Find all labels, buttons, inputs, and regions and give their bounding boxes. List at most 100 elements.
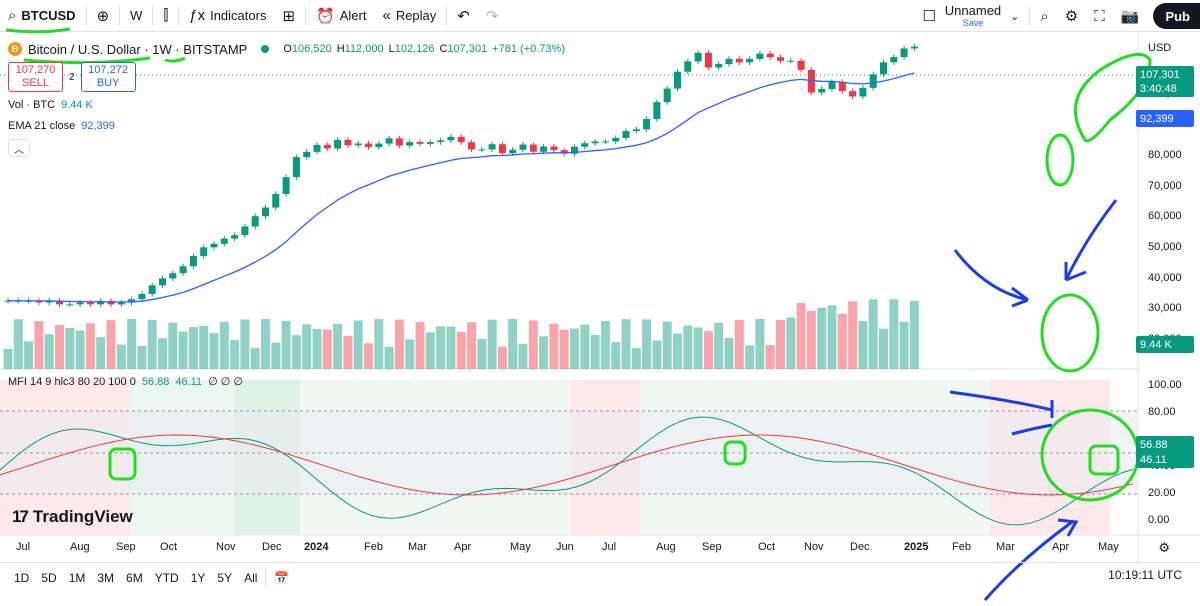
candle-body: [437, 140, 445, 143]
goto-date-button[interactable]: 📅: [268, 563, 295, 593]
range-button-all[interactable]: All: [244, 570, 258, 585]
mfi-label: MFI 14 9 hlc3 80 20 100 0: [8, 375, 136, 388]
volume-legend[interactable]: Vol · BTC 9.44 K: [8, 99, 93, 111]
volume-bar: [75, 330, 85, 369]
range-button-6m[interactable]: 6M: [126, 570, 143, 585]
symbol-label: BTCUSD: [21, 8, 76, 23]
snapshot-button[interactable]: 📷: [1113, 0, 1148, 32]
currency-label[interactable]: USD: [1148, 42, 1172, 54]
candle-body: [45, 300, 53, 303]
bottom-bar: 1D 5D 1M 3M 6M YTD 1Y 5Y All 📅: [0, 562, 1200, 592]
volume-bar: [394, 319, 404, 369]
candle-body: [777, 57, 784, 61]
volume-bar: [817, 307, 827, 369]
candle-body: [344, 139, 352, 146]
fullscreen-button[interactable]: ⛶: [1086, 0, 1113, 32]
volume-bar: [755, 319, 765, 369]
symbol-search[interactable]: ⌕ BTCUSD: [0, 0, 84, 32]
spread-value: 2: [69, 71, 75, 83]
range-button-ytd[interactable]: YTD: [154, 570, 179, 585]
volume-bar: [55, 325, 64, 369]
volume-bar: [611, 342, 621, 369]
time-axis[interactable]: Jul Aug Sep Oct Nov Dec 2024 Feb Mar Apr May Jun Jul…: [0, 537, 1140, 559]
candle-body: [735, 58, 743, 63]
candle-body: [910, 46, 918, 49]
collapse-legend-button[interactable]: ︿: [8, 139, 30, 157]
close-label: C: [439, 43, 448, 55]
volume-bar: [425, 332, 435, 369]
box-annotation: [723, 440, 747, 466]
volume-bar: [199, 325, 209, 369]
range-button-5y[interactable]: 5Y: [217, 570, 233, 585]
volume-bar: [3, 349, 13, 369]
candle-body: [498, 144, 506, 154]
volume-bar: [786, 317, 796, 369]
candle-body: [447, 136, 455, 141]
range-button-1d[interactable]: 1D: [14, 570, 30, 585]
volume-bar: [65, 328, 75, 369]
candle-body: [756, 53, 764, 59]
axis-settings-button[interactable]: ⚙: [1158, 540, 1170, 556]
chart-type-button[interactable]: ⫿: [155, 0, 176, 32]
volume-bar: [765, 344, 775, 369]
volume-bar: [621, 319, 631, 369]
compare-button[interactable]: ⊕: [89, 0, 118, 32]
range-button-1m[interactable]: 1M: [68, 570, 86, 585]
time-axis-label: Apr: [1052, 541, 1070, 553]
quick-search-icon: ⌕: [1040, 7, 1049, 25]
candle-body: [107, 300, 115, 305]
candle-body: [35, 300, 43, 303]
ohlc-values: O106,520 H112,000 L102,126 C107,301 +781…: [283, 43, 565, 55]
volume-bar: [374, 319, 384, 369]
candle-body: [179, 266, 187, 274]
range-button-3m[interactable]: 3M: [97, 570, 115, 585]
volume-bar: [559, 329, 569, 369]
alarm-icon: ⏰: [316, 7, 335, 25]
publish-button[interactable]: Pub: [1153, 3, 1200, 29]
quick-search-button[interactable]: ⌕: [1032, 0, 1056, 32]
range-button-5d[interactable]: 5D: [41, 570, 57, 585]
redo-button[interactable]: ↷: [478, 0, 507, 32]
candle-body: [416, 142, 424, 144]
time-axis-label: Oct: [160, 541, 178, 553]
candle-body: [849, 91, 857, 97]
utc-clock[interactable]: 10:19:11 UTC: [1108, 568, 1182, 582]
indicators-button[interactable]: ƒx Indicators: [181, 0, 274, 32]
replay-button[interactable]: « Replay: [374, 0, 444, 32]
candle-body: [354, 143, 362, 146]
templates-button[interactable]: ⊞: [274, 0, 303, 32]
symbol-description[interactable]: Bitcoin / U.S. Dollar · 1W · BITSTAMP: [28, 41, 248, 57]
divider: [1029, 6, 1031, 26]
candle-body: [591, 141, 599, 144]
mfi-legend[interactable]: MFI 14 9 hlc3 80 20 100 0 56.88 46.11 ∅ …: [8, 375, 243, 389]
candle-body: [426, 142, 434, 144]
volume-bar: [497, 346, 507, 369]
candle-body: [828, 82, 836, 89]
undo-icon: ↶: [457, 7, 470, 25]
volume-bar: [848, 301, 858, 369]
buy-button[interactable]: 107,272 BUY: [80, 62, 136, 92]
redo-icon: ↷: [485, 7, 499, 25]
sell-button[interactable]: 107,270 SELL: [8, 62, 63, 92]
layout-select-button[interactable]: ☐ Unnamed Save ⌄: [914, 0, 1027, 32]
interval-button[interactable]: W: [122, 0, 150, 32]
mfi-value: 56.88: [141, 375, 170, 388]
volume-bar: [570, 328, 579, 369]
tradingview-logo[interactable]: 17 TradingView: [12, 507, 133, 527]
range-button-1y[interactable]: 1Y: [190, 570, 206, 585]
circle-annotation: [1040, 293, 1100, 373]
ema-legend[interactable]: EMA 21 close 92,399: [8, 120, 115, 132]
time-axis-label: Apr: [454, 541, 472, 553]
settings-button[interactable]: ⚙: [1057, 0, 1086, 32]
candle-body: [674, 71, 681, 89]
candle-body: [869, 74, 877, 88]
volume-bar: [230, 340, 240, 369]
candle-body: [117, 302, 125, 305]
candle-body: [365, 143, 372, 148]
volume-bar: [415, 322, 425, 369]
undo-button[interactable]: ↶: [449, 0, 478, 32]
alert-button[interactable]: ⏰ Alert: [308, 0, 374, 32]
candle-body: [694, 52, 702, 62]
ema-line: [8, 72, 915, 303]
